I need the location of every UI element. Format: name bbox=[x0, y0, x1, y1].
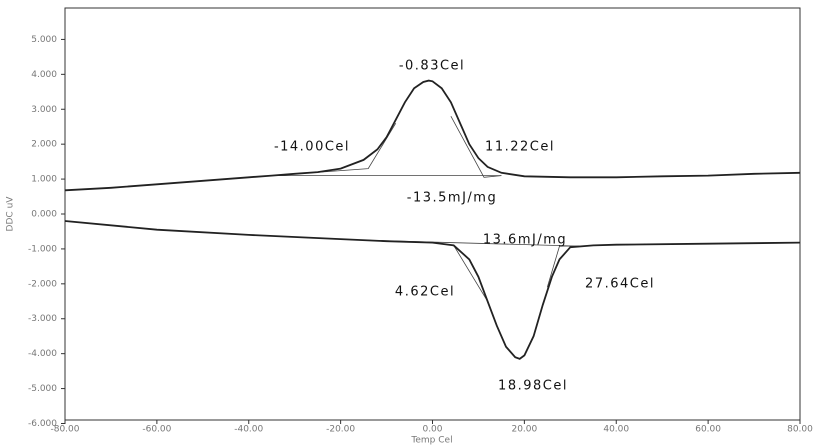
y-axis-label: DDC uV bbox=[6, 196, 16, 232]
annotation: 4.62Cel bbox=[395, 285, 455, 300]
y-tick-label: 2.000 bbox=[31, 140, 57, 150]
construction-line bbox=[450, 116, 502, 178]
y-tick-label: 5.000 bbox=[31, 35, 57, 45]
y-tick-label: -2.000 bbox=[28, 279, 57, 289]
x-tick-label: -80.00 bbox=[50, 425, 79, 435]
y-tick-label: -4.000 bbox=[28, 349, 57, 359]
annotation: -14.00Cel bbox=[274, 140, 350, 155]
construction-line bbox=[546, 245, 580, 288]
annotation: -13.5mJ/mg bbox=[407, 191, 497, 206]
x-axis-label: Temp Cel bbox=[410, 436, 452, 446]
data-line bbox=[64, 220, 801, 360]
x-tick-label: 60.00 bbox=[695, 425, 721, 435]
x-tick-label: 80.00 bbox=[787, 425, 813, 435]
x-tick-label: -20.00 bbox=[326, 425, 355, 435]
y-tick-label: 1.000 bbox=[31, 175, 57, 185]
annotation: 11.22Cel bbox=[485, 140, 555, 155]
x-tick-label: 40.00 bbox=[603, 425, 629, 435]
y-tick-label: -5.000 bbox=[28, 384, 57, 394]
annotation: 18.98Cel bbox=[498, 379, 568, 394]
x-tick-label: 20.00 bbox=[511, 425, 537, 435]
y-tick-label: -3.000 bbox=[28, 314, 57, 324]
y-tick-label: 0.000 bbox=[31, 210, 57, 220]
y-tick-label: 4.000 bbox=[31, 70, 57, 80]
annotation: 13.6mJ/mg bbox=[483, 233, 567, 248]
x-tick-label: -40.00 bbox=[234, 425, 263, 435]
annotation: -0.83Cel bbox=[399, 59, 465, 74]
x-tick-label: 0.00 bbox=[422, 425, 442, 435]
y-tick-label: -1.000 bbox=[28, 244, 57, 254]
data-line bbox=[64, 79, 801, 192]
construction-line bbox=[453, 245, 488, 302]
y-tick-label: -6.000 bbox=[28, 419, 57, 429]
annotation: 27.64Cel bbox=[585, 277, 655, 292]
y-tick-label: 3.000 bbox=[31, 105, 57, 115]
x-tick-label: -60.00 bbox=[142, 425, 171, 435]
